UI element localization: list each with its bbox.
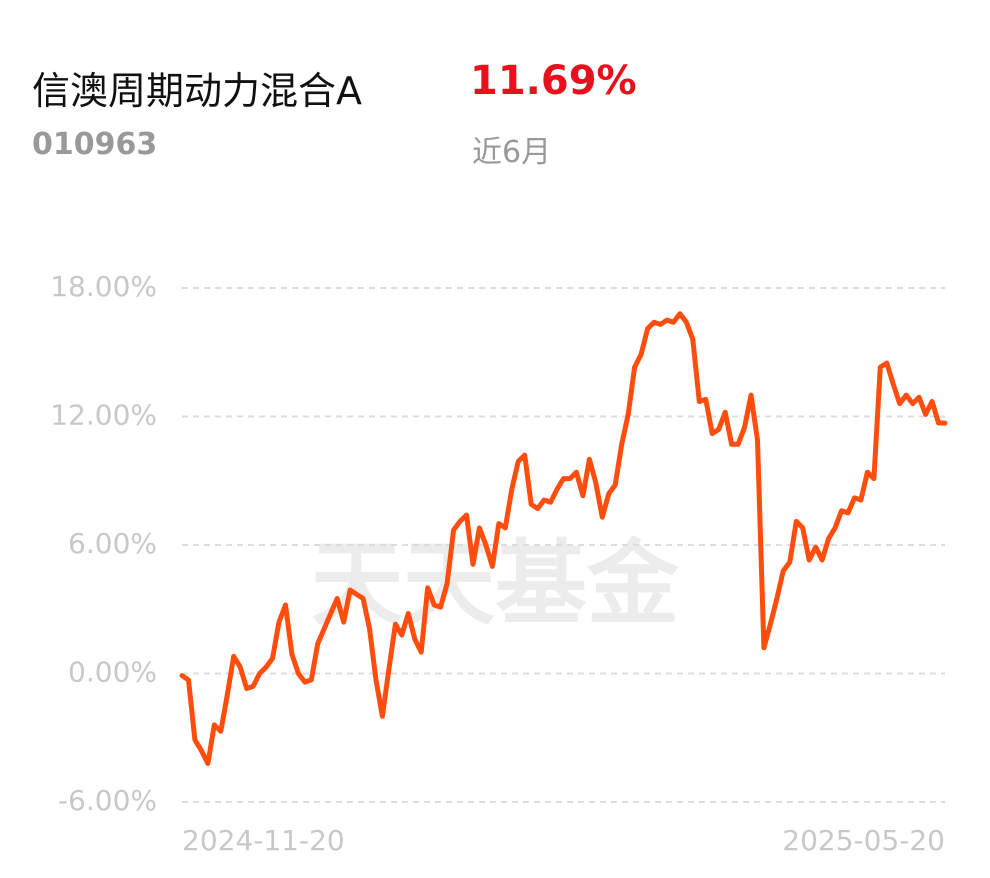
fund-code: 010963 — [32, 127, 158, 162]
x-tick-label: 2024-11-20 — [182, 824, 345, 857]
fund-name: 信澳周期动力混合A — [32, 69, 362, 113]
y-tick-label: 6.00% — [68, 527, 157, 560]
period: 近6月 — [472, 135, 552, 170]
x-tick-label: 2025-05-20 — [782, 824, 945, 857]
y-tick-label: 0.00% — [68, 656, 157, 689]
line-series — [179, 311, 948, 766]
y-tick-label: 12.00% — [50, 399, 157, 432]
return-value: 11.69% — [470, 58, 637, 104]
y-tick-label: 18.00% — [50, 270, 157, 303]
y-tick-label: -6.00% — [58, 784, 157, 817]
